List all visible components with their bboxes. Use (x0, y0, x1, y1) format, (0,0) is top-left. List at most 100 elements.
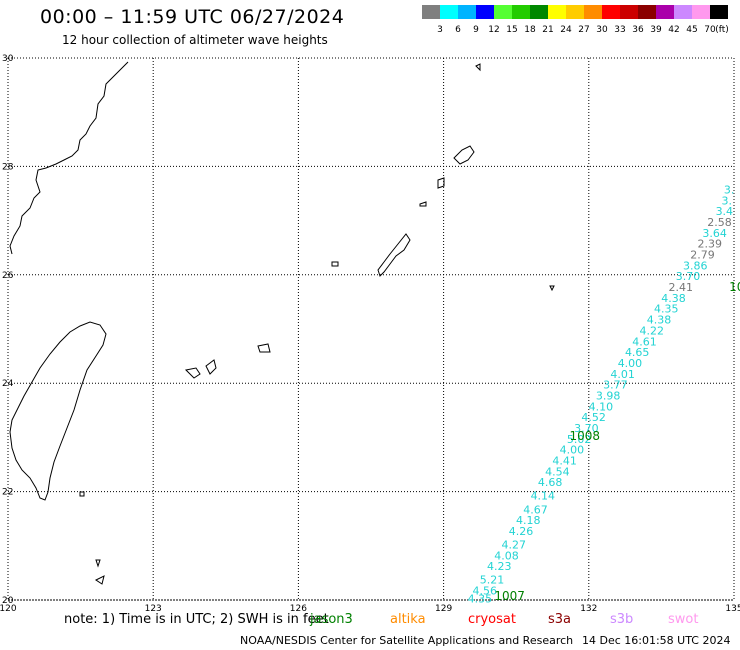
yonaguni-island (257, 343, 271, 353)
map-subtitle: 12 hour collection of altimeter wave hei… (62, 33, 328, 47)
miyako-island (184, 367, 201, 379)
wave-height-value: 4.27 (502, 539, 527, 552)
longitude-label: 135 (725, 604, 740, 614)
legend-label: 24 (560, 25, 572, 35)
china-coastline (9, 61, 129, 255)
wave-height-value: 2.79 (690, 249, 715, 262)
wave-height-value: 4.38 (661, 292, 686, 305)
wave-height-value: 4.22 (639, 324, 664, 337)
small-islet-d (95, 575, 105, 585)
wave-height-value: 5.02 (567, 433, 592, 446)
small-islet-c (95, 559, 101, 568)
amami-island (453, 145, 475, 165)
small-islet-f (549, 285, 555, 292)
legend-label: 6 (455, 25, 461, 35)
small-islet-b (331, 261, 339, 267)
wave-height-value: 4.00 (560, 444, 585, 457)
legend-swatch (692, 5, 710, 19)
wave-height-value: 4.52 (581, 411, 606, 424)
wave-height-value: 4.65 (625, 346, 650, 359)
wave-height-value: 4.01 (610, 368, 635, 381)
altimeter-track: 3.3.3.42.583.642.392.793.863.702.414.384… (468, 184, 735, 606)
wave-height-value: 3.77 (603, 379, 628, 392)
wave-height-value: 2.58 (707, 216, 732, 229)
pressure-label: 1007 (494, 589, 525, 603)
legend-swatch (656, 5, 674, 19)
latitude-label: 26 (2, 271, 14, 281)
legend-swatch (584, 5, 602, 19)
legend-label: 12 (488, 25, 499, 35)
legend-unit: (ft) (715, 25, 729, 35)
legend-swatch (512, 5, 530, 19)
wave-height-value: 4.23 (487, 560, 512, 573)
satellite-name: cryosat (468, 612, 516, 627)
wave-height-legend: 3 6 9 12 15 18 21 24 27 30 33 36 39 42 45 70 (ft) (422, 5, 729, 35)
wave-height-value: 3.86 (683, 259, 708, 272)
generation-timestamp: 14 Dec 16:01:58 UTC 2024 (582, 634, 731, 647)
pressure-label: 1008 (569, 429, 600, 443)
wave-height-value: 4.10 (589, 400, 614, 413)
legend-label: 42 (668, 25, 679, 35)
wave-height-value: 3.70 (574, 422, 599, 435)
legend-swatch (494, 5, 512, 19)
taiwan-coastline (9, 321, 107, 501)
legend-label: 15 (506, 25, 517, 35)
legend-label: 30 (596, 25, 608, 35)
legend-label: 9 (473, 25, 479, 35)
wave-height-value: 2.39 (698, 238, 723, 251)
legend-swatch (566, 5, 584, 19)
pressure-labels: 10 1008 1007 (494, 280, 740, 603)
legend-swatch (710, 5, 728, 19)
wave-height-value: 4.38 (647, 314, 672, 327)
wave-height-value: 2.41 (669, 281, 694, 294)
wave-height-value: 3.98 (596, 389, 621, 402)
small-islet-g (79, 491, 85, 497)
wave-height-value: 4.61 (632, 335, 657, 348)
axis-tick-labels: 120 123 126 129 132 135 30 28 26 24 22 20 (0, 54, 740, 614)
longitude-label: 132 (580, 604, 597, 614)
tokara-islet (437, 177, 445, 189)
satellite-name: altika (390, 612, 426, 627)
coastlines (9, 61, 555, 585)
credit-line: NOAA/NESDIS Center for Satellite Applica… (240, 634, 574, 647)
lat-lon-grid (7, 57, 735, 601)
wave-height-value: 4.54 (545, 465, 570, 478)
legend-swatch (638, 5, 656, 19)
satellite-name: swot (668, 612, 699, 627)
legend-swatch (458, 5, 476, 19)
map-frame (7, 57, 735, 601)
legend-swatch (476, 5, 494, 19)
wave-height-value: 3. (721, 194, 732, 207)
legend-swatch (440, 5, 458, 19)
wave-height-value: 4.18 (516, 514, 541, 527)
longitude-label: 129 (435, 604, 452, 614)
small-islet-a (419, 201, 427, 207)
pressure-label: 10 (729, 280, 740, 294)
wave-height-value: 4.08 (494, 549, 519, 562)
satellite-name: s3b (610, 612, 634, 627)
legend-label: 33 (614, 25, 625, 35)
satellite-name: s3a (548, 612, 572, 627)
wave-height-value: 4.68 (538, 476, 563, 489)
map-title: 00:00 – 11:59 UTC 06/27/2024 (40, 6, 345, 28)
wave-height-value: 4.56 (472, 585, 497, 598)
legend-label: 18 (524, 25, 536, 35)
legend-swatch (548, 5, 566, 19)
wave-height-value: 4.67 (523, 503, 548, 516)
wave-height-value: 4.41 (552, 455, 577, 468)
legend-label: 39 (650, 25, 662, 35)
legend-swatch (530, 5, 548, 19)
legend-swatch (620, 5, 638, 19)
small-islet-e (475, 63, 481, 72)
wave-height-value: 5.21 (480, 574, 505, 587)
longitude-label: 123 (145, 604, 162, 614)
legend-label: 3 (437, 25, 443, 35)
longitude-label: 126 (290, 604, 307, 614)
units-note: note: 1) Time is in UTC; 2) SWH is in fe… (64, 612, 329, 627)
ishigaki-island (205, 359, 217, 375)
wave-height-value: 4.14 (531, 490, 556, 503)
wave-height-value: 3.64 (702, 227, 727, 240)
wave-height-value: 4.00 (618, 357, 643, 370)
latitude-label: 24 (2, 379, 14, 389)
